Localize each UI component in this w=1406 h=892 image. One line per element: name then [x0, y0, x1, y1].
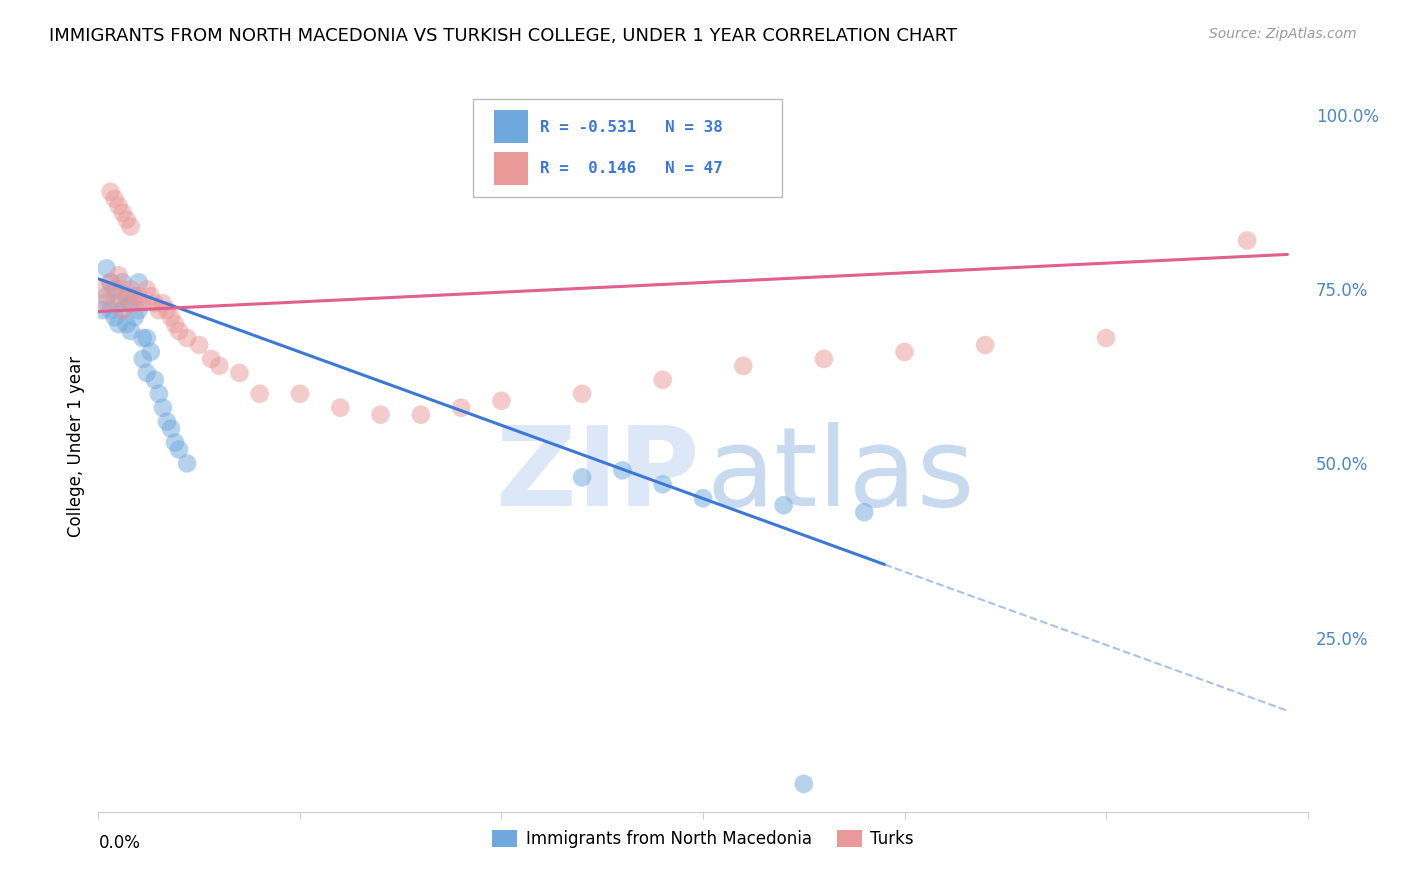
Point	[111, 205, 134, 219]
Point	[176, 331, 198, 345]
Text: 0.0%: 0.0%	[98, 834, 141, 852]
Point	[111, 303, 134, 318]
Legend: Immigrants from North Macedonia, Turks: Immigrants from North Macedonia, Turks	[485, 823, 921, 855]
Point	[813, 351, 835, 366]
Point	[100, 185, 122, 199]
Point	[853, 505, 876, 519]
Text: R =  0.146   N = 47: R = 0.146 N = 47	[540, 161, 723, 176]
Point	[156, 415, 179, 429]
Point	[288, 386, 311, 401]
Point	[152, 296, 174, 310]
Point	[651, 477, 673, 491]
Point	[120, 219, 142, 234]
Point	[115, 212, 138, 227]
Point	[176, 457, 198, 471]
Point	[139, 345, 162, 359]
Point	[111, 303, 134, 318]
Point	[132, 296, 155, 310]
Point	[103, 310, 125, 325]
Point	[148, 303, 170, 318]
Point	[249, 386, 271, 401]
Point	[135, 331, 157, 345]
Point	[188, 338, 211, 352]
Text: atlas: atlas	[707, 422, 976, 529]
Point	[96, 296, 118, 310]
Point	[167, 324, 190, 338]
Point	[120, 282, 142, 296]
FancyBboxPatch shape	[494, 152, 527, 185]
Point	[139, 289, 162, 303]
Point	[96, 289, 118, 303]
Point	[893, 345, 915, 359]
Point	[163, 317, 186, 331]
Point	[124, 289, 146, 303]
Point	[152, 401, 174, 415]
Point	[107, 199, 129, 213]
Point	[329, 401, 352, 415]
Point	[115, 289, 138, 303]
Point	[103, 282, 125, 296]
Point	[115, 317, 138, 331]
Point	[128, 303, 150, 318]
Point	[111, 275, 134, 289]
Point	[115, 289, 138, 303]
Point	[120, 296, 142, 310]
Point	[772, 498, 794, 512]
Point	[160, 310, 183, 325]
Point	[148, 386, 170, 401]
Point	[103, 192, 125, 206]
Point	[160, 421, 183, 435]
Point	[491, 393, 513, 408]
Point	[103, 289, 125, 303]
Point	[91, 282, 114, 296]
Point	[100, 303, 122, 318]
Point	[128, 275, 150, 289]
Point	[96, 261, 118, 276]
Point	[692, 491, 714, 506]
Point	[163, 435, 186, 450]
Point	[132, 351, 155, 366]
Point	[107, 268, 129, 283]
Point	[135, 282, 157, 296]
Point	[143, 296, 166, 310]
Point	[135, 366, 157, 380]
Point	[793, 777, 815, 791]
Point	[200, 351, 222, 366]
Point	[651, 373, 673, 387]
Text: ZIP: ZIP	[496, 422, 699, 529]
Point	[733, 359, 755, 373]
Point	[143, 373, 166, 387]
Text: R = -0.531   N = 38: R = -0.531 N = 38	[540, 120, 723, 135]
Point	[100, 275, 122, 289]
Point	[124, 310, 146, 325]
Point	[571, 386, 593, 401]
Point	[208, 359, 231, 373]
Point	[370, 408, 392, 422]
Point	[1095, 331, 1118, 345]
Point	[228, 366, 250, 380]
FancyBboxPatch shape	[494, 111, 527, 144]
Point	[91, 303, 114, 318]
Point	[1236, 234, 1258, 248]
Point	[107, 317, 129, 331]
Point	[111, 282, 134, 296]
Point	[107, 296, 129, 310]
Point	[450, 401, 472, 415]
Point	[120, 324, 142, 338]
FancyBboxPatch shape	[474, 99, 782, 197]
Point	[128, 289, 150, 303]
Point	[167, 442, 190, 457]
Point	[612, 463, 634, 477]
Point	[156, 303, 179, 318]
Point	[132, 331, 155, 345]
Point	[409, 408, 432, 422]
Point	[571, 470, 593, 484]
Text: Source: ZipAtlas.com: Source: ZipAtlas.com	[1209, 27, 1357, 41]
Y-axis label: College, Under 1 year: College, Under 1 year	[66, 355, 84, 537]
Point	[100, 275, 122, 289]
Point	[974, 338, 997, 352]
Text: IMMIGRANTS FROM NORTH MACEDONIA VS TURKISH COLLEGE, UNDER 1 YEAR CORRELATION CHA: IMMIGRANTS FROM NORTH MACEDONIA VS TURKI…	[49, 27, 957, 45]
Point	[124, 296, 146, 310]
